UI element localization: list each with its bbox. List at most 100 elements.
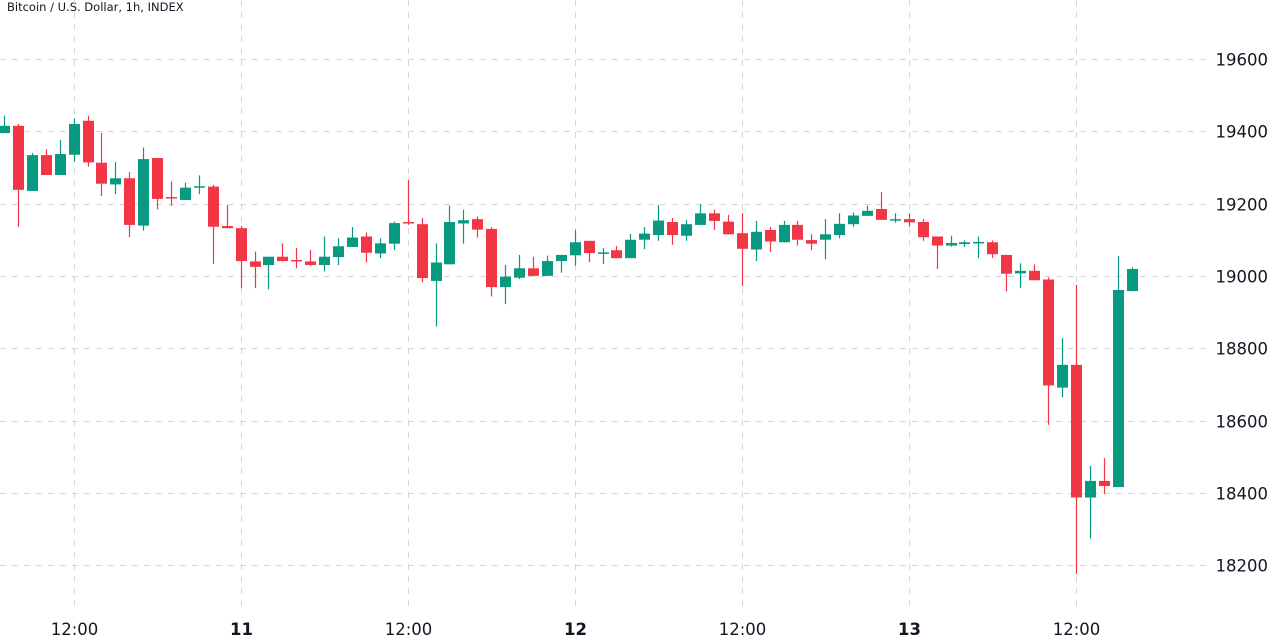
time-axis[interactable]: 12:00 11 12:00 12 12:00 13 12:00: [51, 620, 1101, 639]
candle-up[interactable]: [263, 256, 274, 290]
candle-down[interactable]: [250, 251, 261, 289]
candle-down[interactable]: [124, 172, 135, 238]
candle-down[interactable]: [1043, 277, 1054, 425]
candle-up[interactable]: [598, 248, 609, 264]
candle-down[interactable]: [472, 216, 483, 238]
candle-down[interactable]: [765, 227, 776, 253]
candle-down[interactable]: [806, 234, 817, 251]
candle-down[interactable]: [932, 236, 943, 270]
candle-down[interactable]: [904, 213, 915, 227]
candle-up[interactable]: [138, 147, 149, 231]
candle-up[interactable]: [319, 236, 330, 272]
candle-body: [389, 223, 400, 244]
candle-up[interactable]: [1057, 338, 1068, 398]
x-tick-label: 13: [898, 620, 921, 639]
candle-down[interactable]: [1099, 458, 1110, 494]
candle-down[interactable]: [222, 205, 233, 229]
candle-down[interactable]: [918, 219, 929, 241]
candle-up[interactable]: [959, 240, 970, 247]
candle-up[interactable]: [681, 219, 692, 241]
candle-body: [319, 256, 330, 266]
candle-up[interactable]: [55, 139, 66, 176]
candle-down[interactable]: [486, 227, 497, 297]
candle-body: [779, 224, 790, 243]
candle-up[interactable]: [751, 220, 762, 262]
candle-down[interactable]: [528, 256, 539, 276]
candle-down[interactable]: [277, 243, 288, 262]
candle-down[interactable]: [13, 124, 24, 227]
candle-up[interactable]: [194, 175, 205, 195]
candle-up[interactable]: [625, 233, 636, 259]
candle-down[interactable]: [709, 209, 720, 230]
candle-up[interactable]: [862, 205, 873, 216]
candle-up[interactable]: [431, 243, 442, 327]
candle-down[interactable]: [723, 214, 734, 235]
candle-up[interactable]: [375, 238, 386, 259]
candle-down[interactable]: [305, 249, 316, 266]
candle-down[interactable]: [667, 218, 678, 245]
candle-down[interactable]: [403, 179, 414, 225]
candle-up[interactable]: [542, 255, 553, 276]
candle-up[interactable]: [556, 254, 567, 273]
candle-up[interactable]: [1085, 465, 1096, 539]
x-tick-label: 12: [564, 620, 587, 639]
candle-down[interactable]: [208, 184, 219, 264]
candle-up[interactable]: [890, 213, 901, 223]
candle-up[interactable]: [946, 235, 957, 247]
candle-up[interactable]: [1113, 256, 1124, 488]
candle-down[interactable]: [152, 158, 163, 210]
candle-up[interactable]: [973, 236, 984, 259]
candle-down[interactable]: [96, 133, 107, 196]
candle-up[interactable]: [1015, 263, 1026, 289]
candle-up[interactable]: [514, 254, 525, 280]
price-axis[interactable]: 18200 18400 18600 18800 19000 19200 19400 19600: [1216, 51, 1269, 576]
candle-down[interactable]: [291, 248, 302, 269]
candle-up[interactable]: [389, 221, 400, 250]
candle-up[interactable]: [848, 212, 859, 227]
candle-up[interactable]: [500, 265, 511, 305]
candle-up[interactable]: [180, 182, 191, 200]
candle-up[interactable]: [444, 205, 455, 265]
candle-body: [96, 162, 107, 184]
candle-body: [625, 239, 636, 259]
candle-down[interactable]: [166, 181, 177, 206]
candle-down[interactable]: [1071, 284, 1082, 574]
candle-down[interactable]: [792, 220, 803, 246]
candle-down[interactable]: [737, 213, 748, 287]
candle-up[interactable]: [1127, 267, 1138, 292]
candle-down[interactable]: [1029, 264, 1040, 281]
candle-down[interactable]: [987, 240, 998, 259]
candle-body: [417, 224, 428, 279]
candle-body: [1001, 254, 1012, 274]
candle-down[interactable]: [1001, 254, 1012, 292]
candle-up[interactable]: [570, 229, 581, 266]
candle-down[interactable]: [361, 232, 372, 263]
candle-body: [305, 261, 316, 266]
candle-up[interactable]: [779, 220, 790, 243]
candle-down[interactable]: [41, 149, 52, 176]
candle-up[interactable]: [458, 209, 469, 244]
candle-up[interactable]: [639, 227, 650, 250]
candle-down[interactable]: [417, 218, 428, 283]
candle-body: [1071, 364, 1082, 498]
candle-up[interactable]: [834, 213, 845, 239]
candle-down[interactable]: [236, 225, 247, 289]
candle-up[interactable]: [347, 227, 358, 247]
candle-body: [667, 222, 678, 236]
candle-up[interactable]: [820, 219, 831, 260]
candle-up[interactable]: [653, 205, 664, 241]
candle-body: [918, 222, 929, 238]
candle-up[interactable]: [333, 238, 344, 266]
candle-down[interactable]: [584, 240, 595, 263]
candle-body: [361, 236, 372, 253]
candle-down[interactable]: [83, 115, 94, 167]
candle-up[interactable]: [0, 115, 10, 134]
candle-up[interactable]: [695, 204, 706, 225]
candle-up[interactable]: [27, 152, 38, 191]
candle-up[interactable]: [110, 161, 121, 195]
candle-down[interactable]: [876, 192, 887, 220]
candle-down[interactable]: [611, 245, 622, 259]
y-tick-label: 18800: [1216, 340, 1269, 359]
candle-up[interactable]: [69, 118, 80, 162]
